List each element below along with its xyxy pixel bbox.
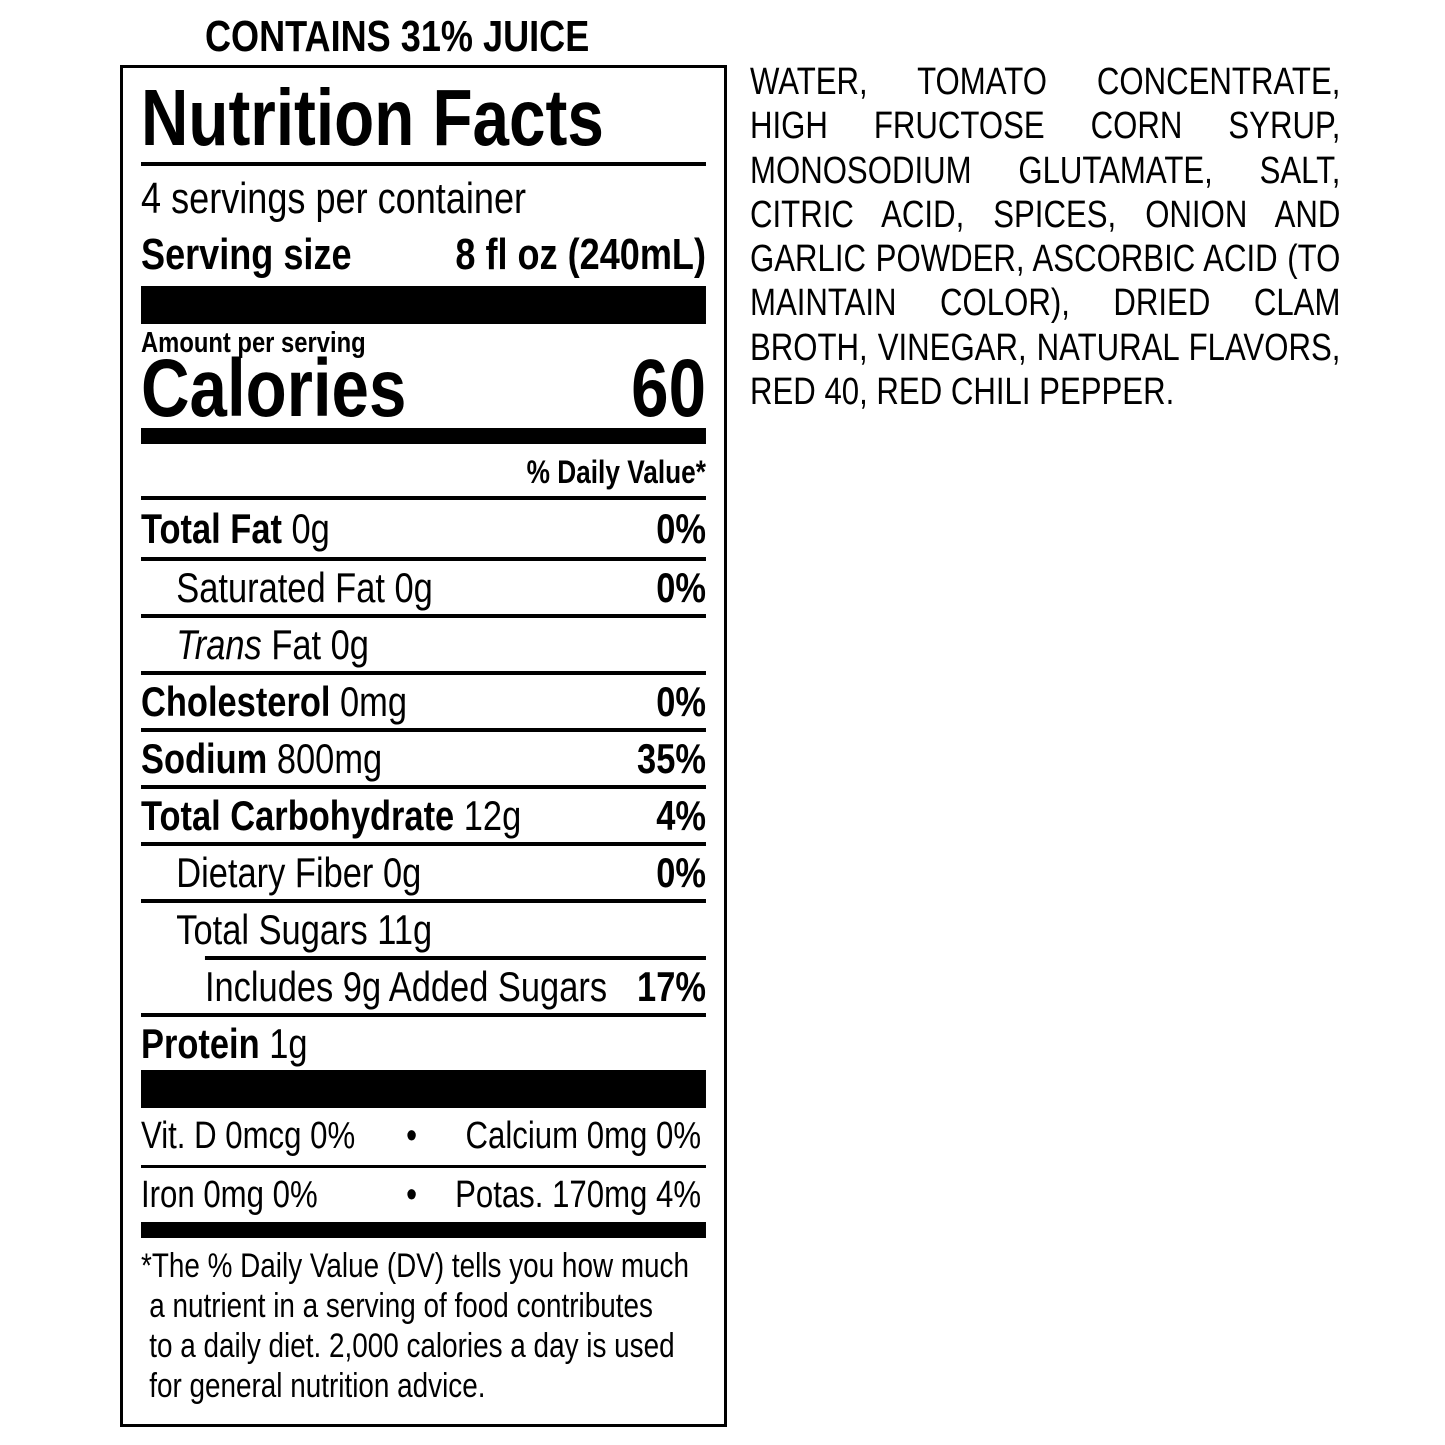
nutrient-row: Includes 9g Added Sugars 17%: [204, 956, 706, 1013]
nutrient-row: Total Fat 0g 0%: [141, 500, 706, 557]
bullet: •: [406, 1115, 418, 1157]
vitamin-left: Vit. D 0mcg 0%: [141, 1115, 356, 1157]
nutrient-dv: 0%: [656, 563, 706, 611]
nutrient-row: Saturated Fat 0g 0%: [141, 557, 706, 614]
vitamin-row: Vit. D 0mcg 0% • Calcium 0mg 0%: [141, 1108, 706, 1165]
nutrient-dv: 17%: [637, 962, 706, 1010]
nutrient-dv: 4%: [656, 791, 706, 839]
footnote-line: a nutrient in a serving of food contribu…: [149, 1287, 653, 1325]
nutrient-name-group: Sodium 800mg: [141, 735, 382, 783]
divider-bar: [141, 286, 706, 324]
footnote-line: for general nutrition advice.: [149, 1367, 486, 1405]
nutrient-amount: 1g: [269, 1019, 308, 1067]
serving-size-label: Serving size: [141, 230, 352, 279]
nutrient-name: Total Carbohydrate: [141, 791, 455, 839]
calories-value: 60: [631, 343, 706, 434]
nutrient-name-group: Saturated Fat 0g: [141, 564, 433, 612]
vitamin-left: Iron 0mg 0%: [141, 1173, 318, 1216]
nutrient-dv: 35%: [637, 734, 706, 782]
nutrient-amount: 0g: [330, 620, 369, 668]
divider-bar: [141, 428, 706, 444]
nutrient-name-group: Dietary Fiber 0g: [141, 849, 421, 897]
ingredients: WATER, TOMATO CONCENTRATE, HIGH FRUCTOSE…: [750, 61, 1341, 414]
vitamin-right: Potas. 170mg 4%: [455, 1173, 702, 1216]
nutrient-name-group: Total Sugars 11g: [141, 906, 432, 954]
vitamin-row: Iron 0mg 0% • Potas. 170mg 4%: [141, 1165, 706, 1222]
nutrient-name: Total Fat: [141, 504, 282, 552]
label-content: Nutrition Facts 4 servings per container…: [141, 68, 706, 1406]
divider-bar: [141, 1222, 706, 1238]
daily-value-header: % Daily Value*: [141, 444, 706, 500]
serving-size-value: 8 fl oz (240mL): [455, 230, 706, 279]
nutrient-row: Sodium 800mg 35%: [141, 728, 706, 785]
nutrient-name-italic: Trans: [176, 620, 262, 668]
calories: Calories 60: [141, 343, 706, 434]
nutrient-name: Includes 9g Added Sugars: [204, 962, 608, 1010]
divider-bar: [141, 1070, 706, 1108]
nutrient-name-group: Protein 1g: [141, 1020, 308, 1068]
vitamins: Vit. D 0mcg 0% • Calcium 0mg 0% Iron 0mg 0%…: [141, 1108, 706, 1222]
vitamin-right: Calcium 0mg 0%: [465, 1115, 702, 1157]
nutrient-dv: 0%: [656, 504, 706, 552]
nutrient-amount: 0g: [394, 563, 433, 611]
nutrient-name: Cholesterol: [141, 677, 331, 725]
nutrient-row: Total Carbohydrate 12g 4%: [141, 785, 706, 842]
nutrient-amount: 12g: [463, 791, 522, 839]
nutrient-name: Saturated Fat: [176, 563, 385, 611]
nutrient-amount: 0g: [382, 848, 422, 896]
label-title: Nutrition Facts: [141, 68, 706, 166]
nutrient-name: Protein: [141, 1019, 260, 1067]
nutrient-name-group: Trans Fat 0g: [141, 621, 369, 669]
servings: 4 servings per container: [141, 174, 527, 223]
juice-content: CONTAINS 31% JUICE: [205, 12, 590, 61]
nutrient-row: Trans Fat 0g: [141, 614, 706, 671]
nutrient-name-group: Includes 9g Added Sugars: [205, 963, 607, 1011]
nutrient-amount: 0g: [291, 504, 330, 552]
nutrient-name-group: Cholesterol 0mg: [141, 678, 407, 726]
nutrient-amount: 11g: [377, 905, 433, 953]
calories-label: Calories: [141, 343, 407, 434]
nutrient-row: Cholesterol 0mg 0%: [141, 671, 706, 728]
nutrient-amount: 800mg: [276, 734, 383, 782]
nutrient-name: Dietary Fiber: [176, 848, 374, 896]
nutrient-name: Total Sugars: [176, 905, 368, 953]
nutrient-dv: 0%: [656, 848, 706, 896]
nutrient-amount: 0mg: [340, 677, 408, 725]
nutrition-label: Nutrition Facts 4 servings per container…: [120, 65, 727, 1427]
bullet: •: [406, 1173, 418, 1216]
footnote-line: to a daily diet. 2,000 calories a day is…: [149, 1327, 675, 1365]
footnote-line: *The % Daily Value (DV) tells you how mu…: [141, 1247, 690, 1285]
nutrient-row: Total Sugars 11g: [141, 899, 706, 956]
nutrients: Total Fat 0g 0% Saturated Fat 0g 0% Trans Fa…: [141, 500, 706, 1070]
nutrient-dv: 0%: [656, 677, 706, 725]
nutrient-name-group: Total Fat 0g: [141, 505, 330, 553]
nutrient-row: Protein 1g: [141, 1013, 706, 1070]
serving-size: Serving size 8 fl oz (240mL): [141, 224, 706, 286]
footnote: *The % Daily Value (DV) tells you how mu…: [141, 1238, 706, 1406]
nutrient-row: Dietary Fiber 0g 0%: [141, 842, 706, 899]
nutrient-name: Fat: [271, 620, 322, 668]
nutrient-name: Sodium: [141, 734, 268, 782]
nutrient-name-group: Total Carbohydrate 12g: [141, 792, 521, 840]
